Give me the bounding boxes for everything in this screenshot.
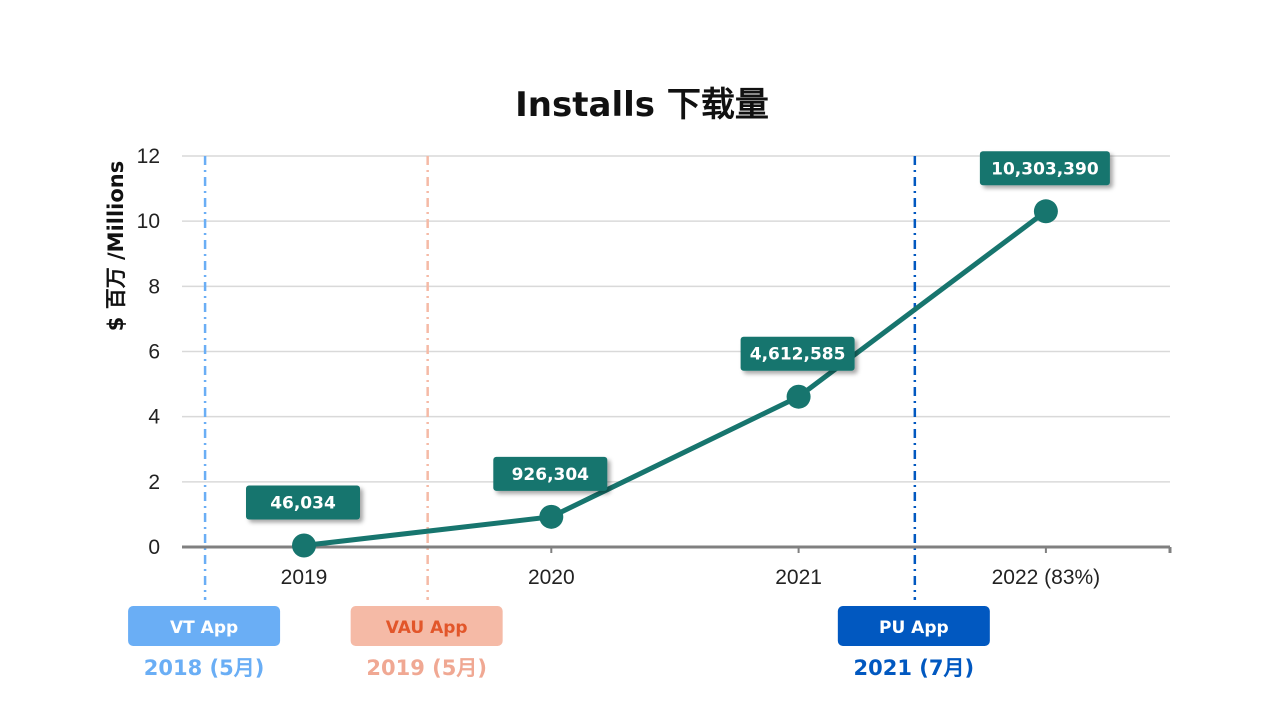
data-label-box xyxy=(979,151,1110,186)
data-point xyxy=(786,384,811,409)
milestone-lines xyxy=(203,156,917,600)
x-axis-ticks: 2019 2020 2021 2022 (83%) xyxy=(281,547,1101,589)
milestone-tag-box xyxy=(350,606,503,646)
x-tick-label: 2020 xyxy=(528,566,575,589)
y-tick-label: 0 xyxy=(148,536,160,559)
data-label-text: 46,034 xyxy=(270,494,336,514)
milestone: PU App 2021 (7月) xyxy=(837,606,990,680)
y-axis-label: $ 百万 /Millions xyxy=(104,161,128,331)
data-label: 4,612,585 xyxy=(740,336,855,371)
y-tick-label: 6 xyxy=(148,341,160,364)
data-label: 10,303,390 xyxy=(979,151,1110,186)
data-label-text: 926,304 xyxy=(512,465,590,485)
x-tick-label: 2021 xyxy=(775,566,822,589)
milestone-tags: VT App 2018 (5月) VAU App 2019 (5月) PU App 202… xyxy=(128,606,990,680)
milestone-tag-box xyxy=(128,606,281,646)
data-label-box xyxy=(740,336,855,371)
milestone-tag-label: VT App xyxy=(170,618,238,638)
y-tick-label: 10 xyxy=(137,210,160,233)
x-tick-label: 2022 (83%) xyxy=(992,566,1101,589)
y-tick-label: 4 xyxy=(148,406,160,429)
installs-series xyxy=(292,199,1058,558)
data-point xyxy=(539,504,564,529)
milestone-date: 2019 (5月) xyxy=(366,656,487,680)
y-tick-label: 12 xyxy=(137,145,160,168)
milestone-date: 2018 (5月) xyxy=(144,656,265,680)
y-tick-label: 2 xyxy=(148,471,160,494)
milestone-date: 2021 (7月) xyxy=(854,656,975,680)
series-line xyxy=(301,208,1049,549)
data-label-text: 4,612,585 xyxy=(750,345,846,365)
milestone-tag-label: PU App xyxy=(879,618,949,638)
data-label-text: 10,303,390 xyxy=(991,159,1099,179)
chart-title: Installs 下载量 xyxy=(515,85,769,125)
y-axis-ticks: 0 2 4 6 8 10 12 xyxy=(137,145,161,559)
milestone-tag-label: VAU App xyxy=(386,618,468,638)
data-label-box xyxy=(493,456,608,491)
milestone: VT App 2018 (5月) xyxy=(128,606,281,680)
data-point xyxy=(1033,199,1058,224)
x-tick-label: 2019 xyxy=(281,566,328,589)
data-point xyxy=(292,533,316,558)
milestone-tag-box xyxy=(837,606,990,646)
data-label-box xyxy=(246,485,360,520)
milestone: VAU App 2019 (5月) xyxy=(350,606,503,680)
data-label: 926,304 xyxy=(493,456,608,491)
y-tick-label: 8 xyxy=(148,275,160,298)
x-axis xyxy=(182,545,1172,553)
data-labels: 46,034 926,304 4,612,585 10,303,390 xyxy=(246,151,1110,520)
gridlines xyxy=(182,155,1170,483)
data-label: 46,034 xyxy=(246,485,360,520)
